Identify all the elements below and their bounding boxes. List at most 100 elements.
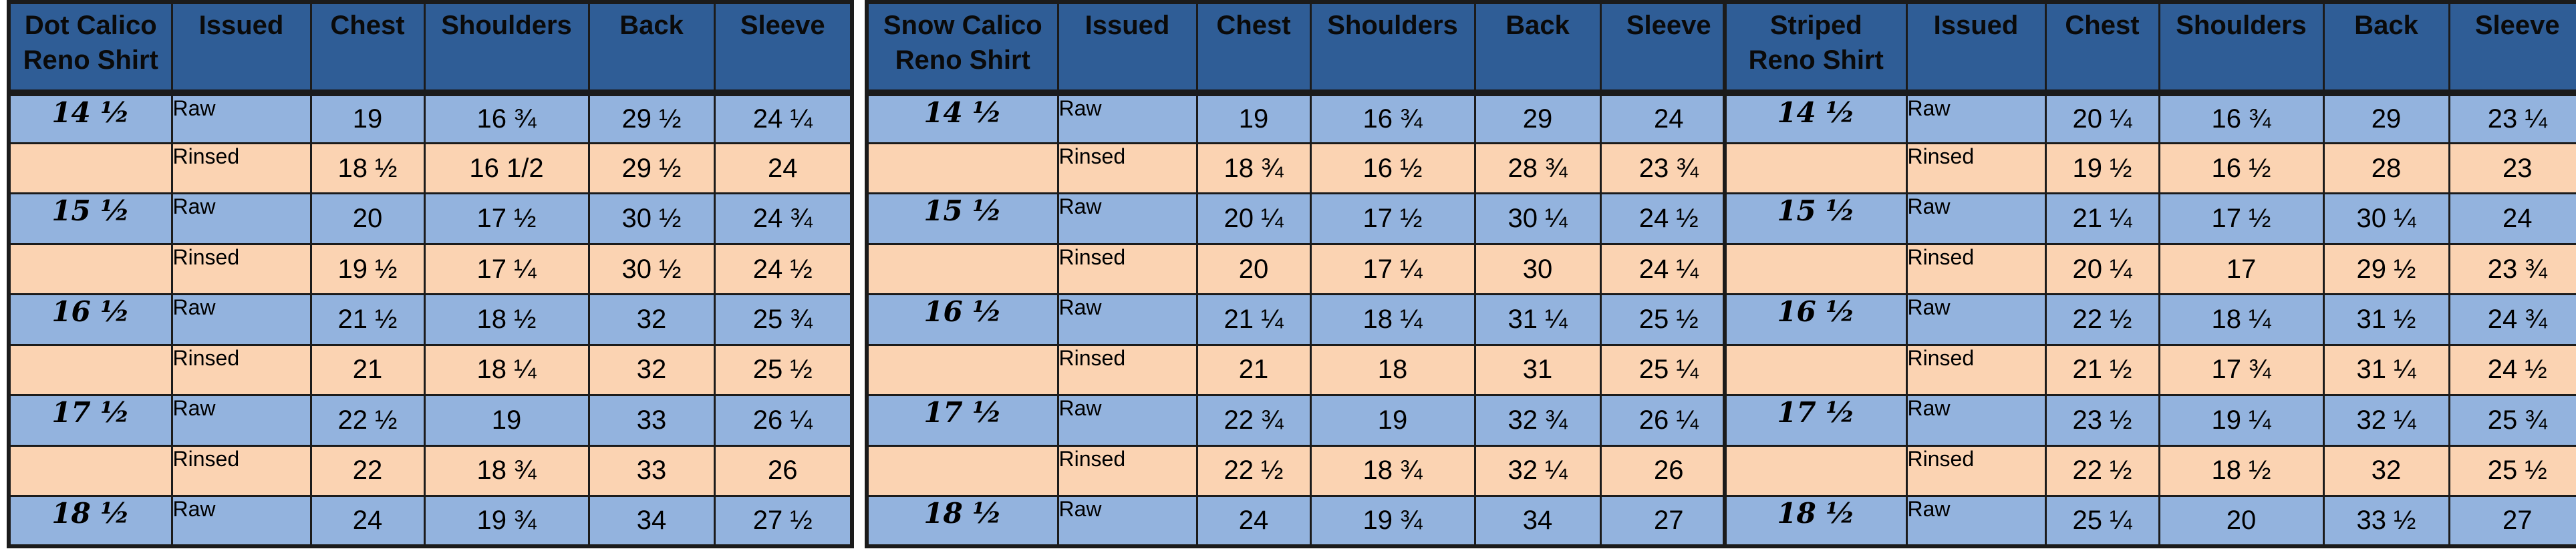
- sleeve-value: 23 ¼: [2448, 91, 2576, 144]
- sleeve-value: 25 ½: [1599, 293, 1739, 346]
- shirt-size: 15 ½: [7, 192, 173, 245]
- table-row: 15 ½ Raw 21 ¼ 17 ½ 30 ¼ 24: [1723, 192, 2576, 245]
- size-chart-table: Snow Calico Reno Shirt Issued Chest Shoulde…: [865, 0, 1740, 548]
- table-row: Rinsed 20 17 ¼ 30 24 ¼: [865, 242, 1739, 296]
- table-row: 18 ½ Raw 24 19 ¾ 34 27: [865, 495, 1739, 548]
- table-row: Rinsed 22 ½ 18 ¾ 32 ¼ 26: [865, 444, 1739, 498]
- issued-state: Raw: [1056, 495, 1198, 548]
- shirt-name-header: Striped Reno Shirt: [1723, 1, 1908, 96]
- sleeve-value: 23: [2448, 142, 2576, 195]
- issued-state: Rinsed: [1905, 242, 2047, 296]
- issued-state: Raw: [170, 192, 312, 245]
- shirt-size: 18 ½: [7, 495, 173, 548]
- sleeve-value: 25 ¾: [2448, 394, 2576, 447]
- sleeve-header: Sleeve: [1599, 1, 1739, 96]
- chest-value: 20: [1195, 242, 1312, 296]
- back-header: Back: [587, 1, 716, 96]
- table-row: 16 ½ Raw 21 ½ 18 ½ 32 25 ¾: [7, 293, 853, 346]
- table-row: 16 ½ Raw 22 ½ 18 ¼ 31 ½ 24 ¾: [1723, 293, 2576, 346]
- shirt-size: [1723, 242, 1908, 296]
- shoulders-value: 17: [2158, 242, 2325, 296]
- shirt-size: [1723, 142, 1908, 195]
- issued-state: Raw: [1905, 91, 2047, 144]
- table-row: Rinsed 22 ½ 18 ½ 32 25 ½: [1723, 444, 2576, 498]
- table-row: 14 ½ Raw 19 16 ¾ 29 24: [865, 91, 1739, 144]
- back-header: Back: [2322, 1, 2450, 96]
- back-value: 32 ¼: [1473, 444, 1602, 498]
- issued-state: Raw: [1056, 192, 1198, 245]
- shoulders-value: 18 ¼: [423, 343, 590, 397]
- shoulders-value: 17 ¼: [423, 242, 590, 296]
- shirt-size: 17 ½: [7, 394, 173, 447]
- chest-value: 20 ¼: [2044, 91, 2160, 144]
- shirt-size: [7, 343, 173, 397]
- shoulders-value: 18 ¾: [1309, 444, 1476, 498]
- sleeve-value: 24: [2448, 192, 2576, 245]
- table-row: 15 ½ Raw 20 17 ½ 30 ½ 24 ¾: [7, 192, 853, 245]
- chest-value: 23 ½: [2044, 394, 2160, 447]
- back-value: 28 ¾: [1473, 142, 1602, 195]
- back-value: 32: [2322, 444, 2450, 498]
- issued-state: Raw: [1905, 293, 2047, 346]
- sleeve-value: 27 ½: [713, 495, 853, 548]
- back-value: 29 ½: [2322, 242, 2450, 296]
- back-value: 29 ½: [587, 91, 716, 144]
- chest-value: 19: [1195, 91, 1312, 144]
- shoulders-value: 18 ¼: [1309, 293, 1476, 346]
- shoulders-value: 16 1/2: [423, 142, 590, 195]
- shoulders-value: 18 ¾: [423, 444, 590, 498]
- chest-value: 22 ½: [2044, 293, 2160, 346]
- shoulders-header: Shoulders: [2158, 1, 2325, 96]
- issued-header: Issued: [1056, 1, 1198, 96]
- sleeve-value: 25 ½: [713, 343, 853, 397]
- shirt-size: [7, 444, 173, 498]
- shoulders-header: Shoulders: [1309, 1, 1476, 96]
- shoulders-value: 16 ¾: [2158, 91, 2325, 144]
- issued-state: Rinsed: [170, 343, 312, 397]
- table-row: 17 ½ Raw 22 ¾ 19 32 ¾ 26 ¼: [865, 394, 1739, 447]
- shirt-size: 17 ½: [1723, 394, 1908, 447]
- chest-value: 20 ¼: [2044, 242, 2160, 296]
- sleeve-value: 24 ½: [713, 242, 853, 296]
- shirt-size: [865, 444, 1059, 498]
- back-value: 30 ¼: [2322, 192, 2450, 245]
- sleeve-value: 27: [1599, 495, 1739, 548]
- shoulders-value: 19: [1309, 394, 1476, 447]
- shirt-size: 16 ½: [1723, 293, 1908, 346]
- sleeve-value: 24 ¾: [713, 192, 853, 245]
- chest-value: 21 ¼: [2044, 192, 2160, 245]
- chest-value: 24: [1195, 495, 1312, 548]
- shirt-size: 15 ½: [1723, 192, 1908, 245]
- issued-state: Raw: [170, 495, 312, 548]
- chest-header: Chest: [1195, 1, 1312, 96]
- chest-value: 21: [309, 343, 426, 397]
- table-row: 16 ½ Raw 21 ¼ 18 ¼ 31 ¼ 25 ½: [865, 293, 1739, 346]
- chest-value: 21: [1195, 343, 1312, 397]
- shirt-size: 18 ½: [1723, 495, 1908, 548]
- back-value: 32: [587, 293, 716, 346]
- shirt-size: [865, 343, 1059, 397]
- issued-state: Raw: [1905, 394, 2047, 447]
- shoulders-value: 19 ¾: [423, 495, 590, 548]
- table-row: Rinsed 18 ½ 16 1/2 29 ½ 24: [7, 142, 853, 195]
- shoulders-value: 18 ½: [423, 293, 590, 346]
- sleeve-value: 24: [713, 142, 853, 195]
- shoulders-value: 16 ½: [2158, 142, 2325, 195]
- sleeve-value: 26 ¼: [1599, 394, 1739, 447]
- back-value: 33: [587, 394, 716, 447]
- table-row: 17 ½ Raw 22 ½ 19 33 26 ¼: [7, 394, 853, 447]
- back-value: 30 ½: [587, 242, 716, 296]
- table-row: 17 ½ Raw 23 ½ 19 ¼ 32 ¼ 25 ¾: [1723, 394, 2576, 447]
- sleeve-value: 25 ¾: [713, 293, 853, 346]
- shoulders-value: 17 ¾: [2158, 343, 2325, 397]
- sleeve-value: 26: [1599, 444, 1739, 498]
- sleeve-value: 23 ¾: [2448, 242, 2576, 296]
- chest-value: 25 ¼: [2044, 495, 2160, 548]
- table-row: Rinsed 22 18 ¾ 33 26: [7, 444, 853, 498]
- chest-value: 21 ½: [2044, 343, 2160, 397]
- sleeve-value: 24 ¼: [1599, 242, 1739, 296]
- shoulders-value: 17 ½: [423, 192, 590, 245]
- sleeve-value: 25 ¼: [1599, 343, 1739, 397]
- shoulders-value: 16 ¾: [1309, 91, 1476, 144]
